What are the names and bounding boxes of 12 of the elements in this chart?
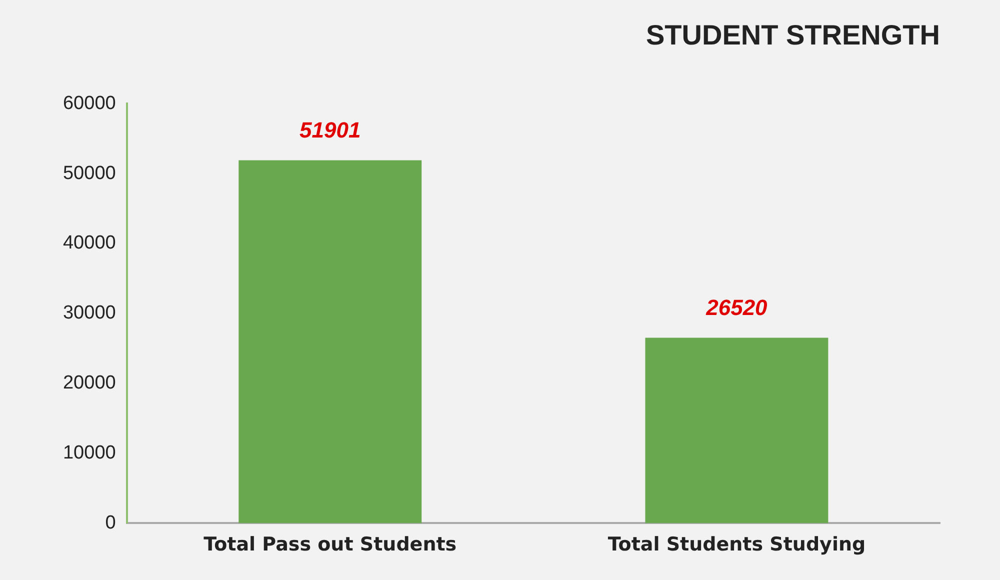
y-tick-label: 40000 (62, 232, 116, 254)
y-tick-label: 60000 (62, 92, 116, 114)
y-tick-label: 30000 (62, 302, 116, 324)
y-tick-label: 10000 (62, 442, 116, 464)
data-label: 26520 (705, 294, 768, 320)
y-tick-label: 20000 (62, 372, 116, 394)
data-label: 51901 (300, 117, 361, 142)
x-tick-label: Total Pass out Students (204, 534, 457, 556)
y-tick-label: 0 (105, 512, 116, 534)
x-tick-label: Total Students Studying (608, 534, 866, 556)
y-tick-label: 50000 (62, 162, 116, 184)
chart-title: STUDENT STRENGTH (646, 20, 940, 51)
